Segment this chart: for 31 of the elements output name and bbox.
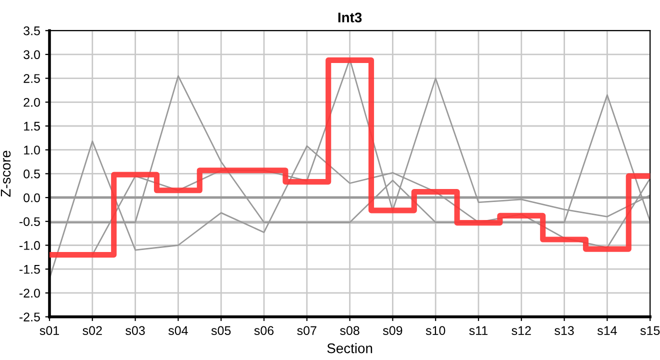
x-tick-label: s07	[297, 326, 316, 336]
y-tick-label: -2.0	[19, 288, 40, 298]
y-axis-title: Z-score	[0, 150, 11, 197]
y-tick-label: 1.5	[24, 122, 40, 131]
x-tick-label: s15	[640, 326, 660, 336]
x-tick-label: s13	[554, 326, 574, 336]
x-tick-label: s12	[512, 326, 531, 336]
y-tick-label: 2.0	[24, 98, 40, 107]
x-tick-label: s10	[426, 326, 446, 336]
x-tick-label: s03	[126, 326, 145, 336]
x-axis-title: Section	[327, 343, 372, 354]
y-tick-label: 0.0	[24, 193, 40, 202]
x-tick-label: s05	[211, 326, 231, 336]
y-tick-label: 1.0	[24, 146, 40, 154]
x-tick-label: s06	[254, 326, 274, 336]
y-tick-label: 3.0	[24, 50, 40, 60]
x-tick-label: s02	[82, 326, 102, 336]
y-tick-label: -1.5	[19, 265, 40, 274]
x-tick-label: s09	[382, 326, 402, 336]
x-tick-label: s11	[469, 326, 488, 336]
x-tick-label: s04	[168, 326, 188, 336]
x-tick-label: s08	[340, 326, 360, 336]
y-tick-label: 3.5	[24, 26, 40, 36]
y-tick-label: 2.5	[24, 74, 40, 83]
x-tick-label: s01	[40, 326, 59, 336]
y-tick-label: -0.5	[19, 217, 40, 226]
y-tick-label: -2.5	[19, 312, 40, 322]
x-tick-label: s14	[597, 326, 617, 336]
y-tick-label: 0.5	[24, 170, 40, 178]
y-tick-label: -1.0	[19, 241, 40, 250]
chart-title: Int3	[338, 12, 362, 22]
